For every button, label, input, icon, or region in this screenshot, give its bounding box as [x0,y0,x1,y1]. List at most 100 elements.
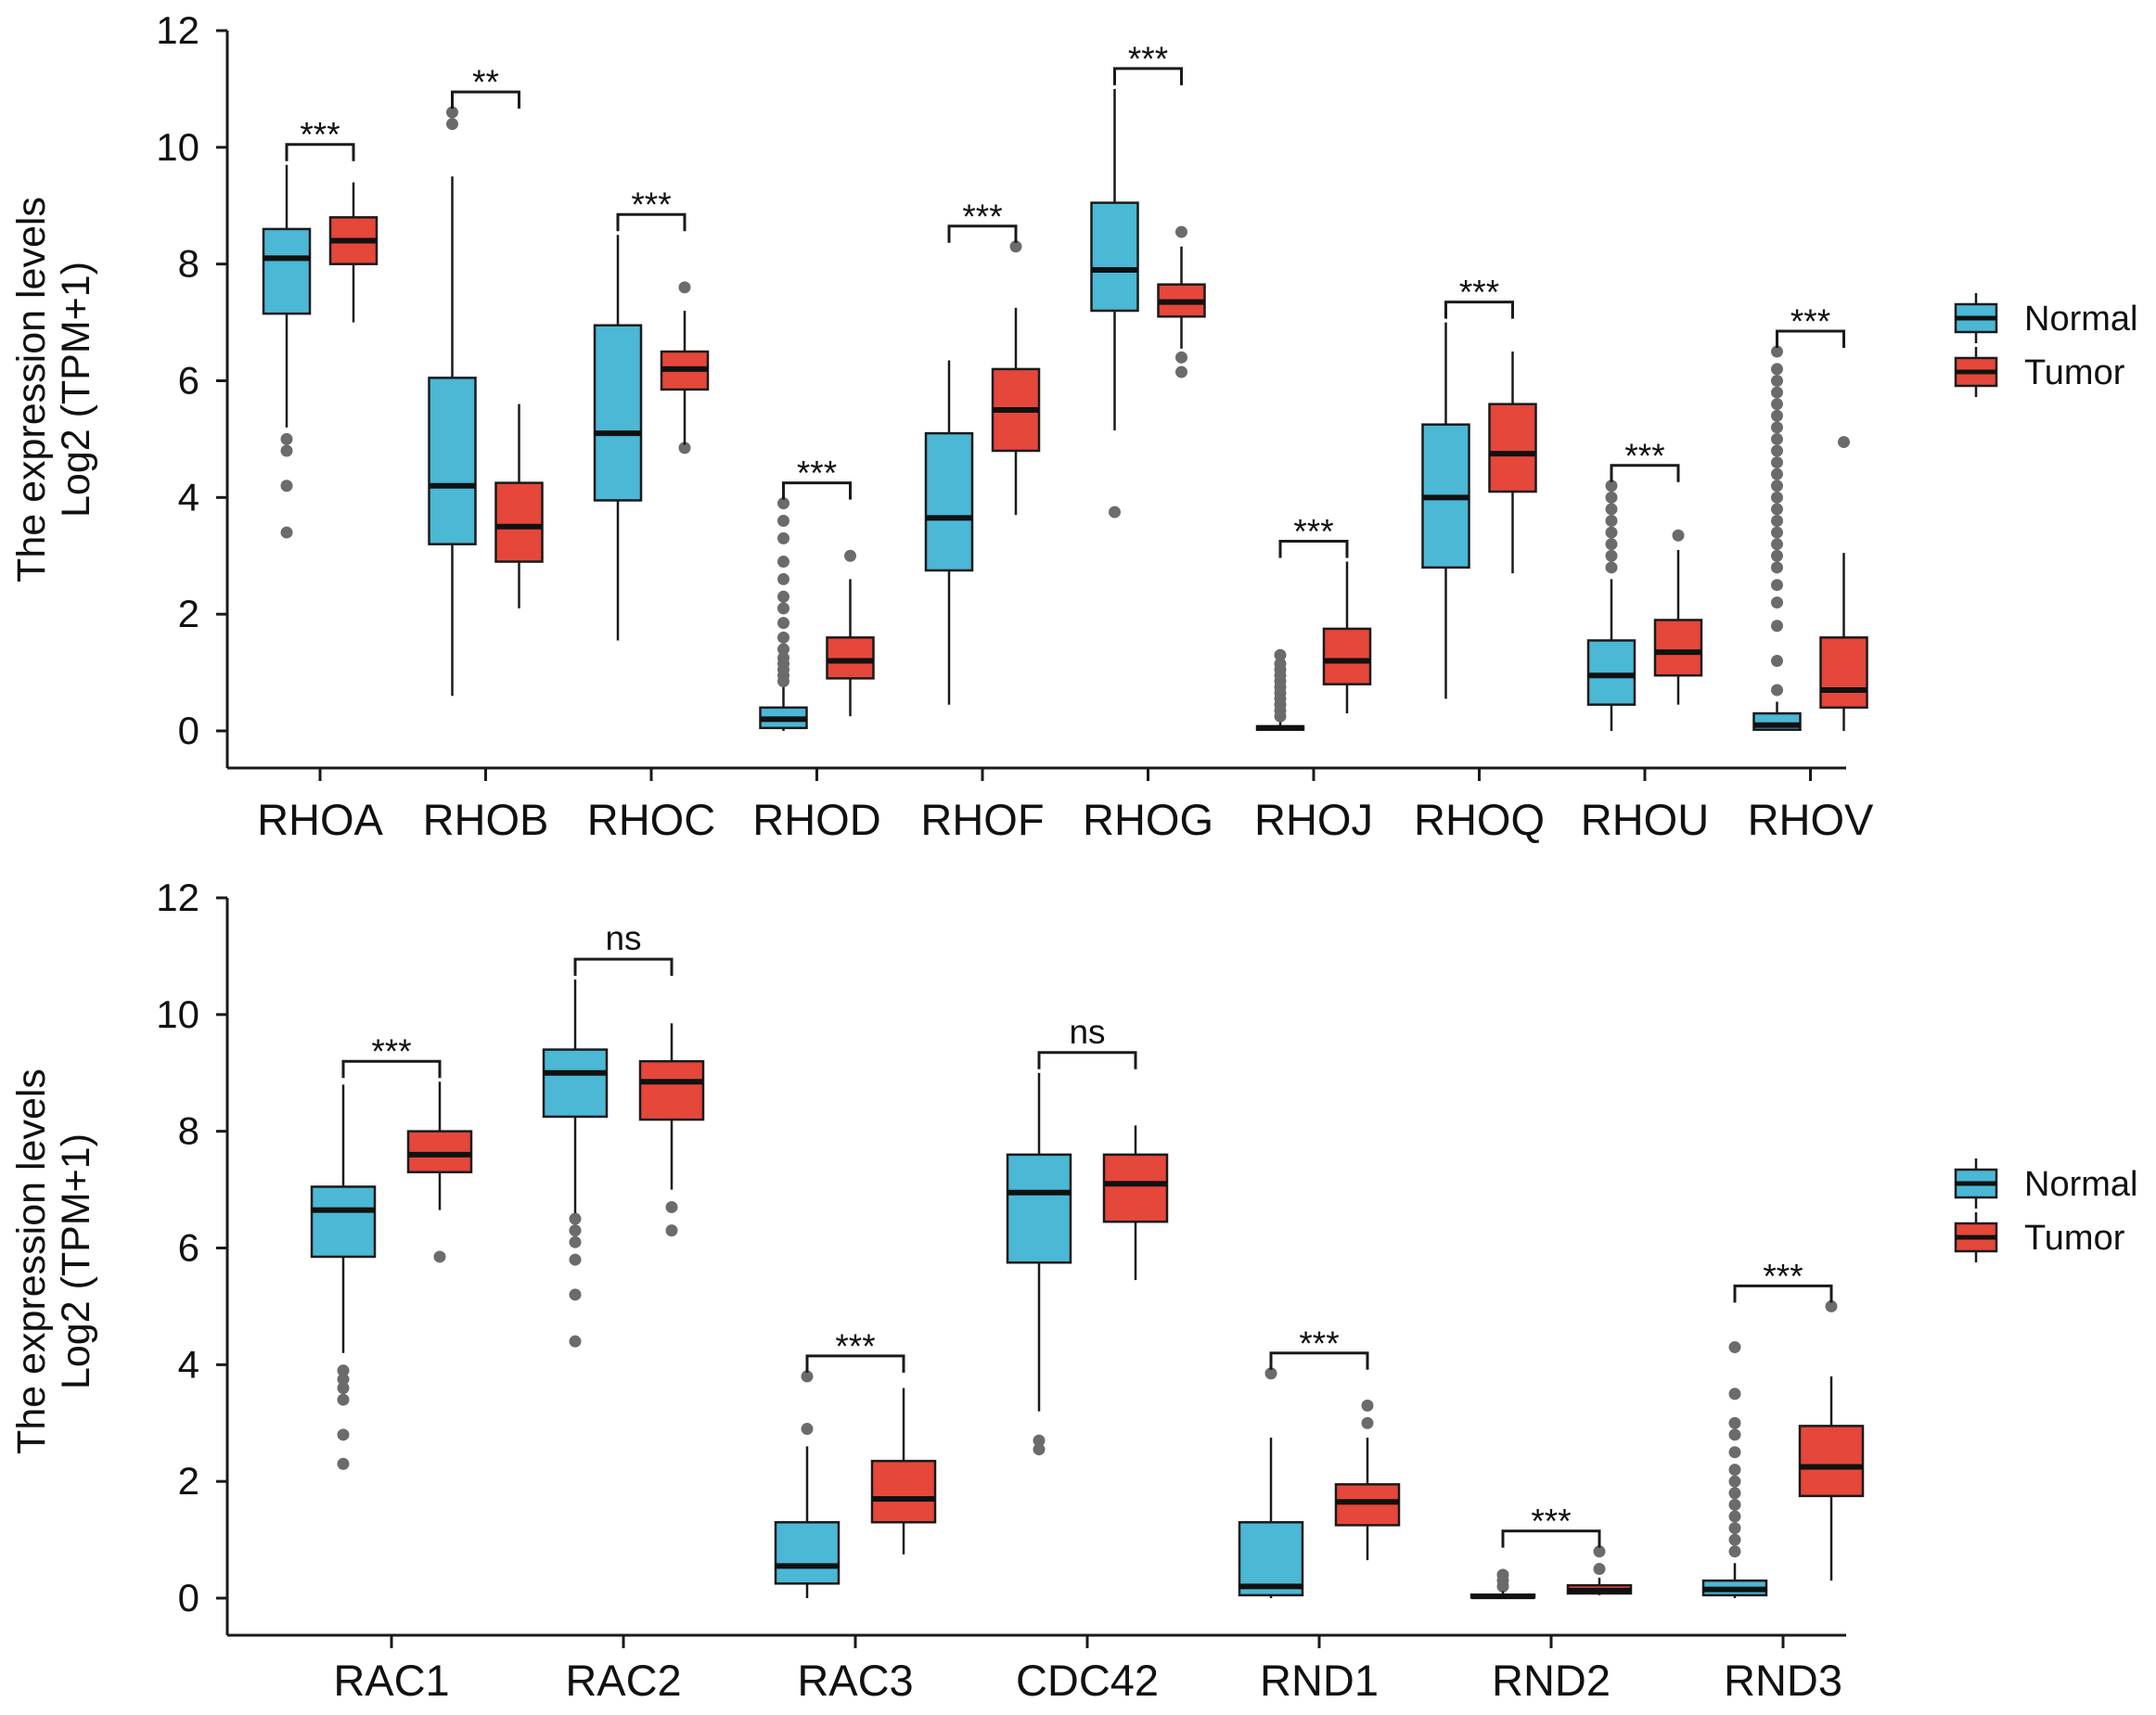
normal-outlier-point [1771,620,1783,633]
normal-outlier-point [1771,398,1783,411]
normal-outlier-point [801,1370,814,1383]
significance-bracket [616,212,687,232]
normal-box [1090,201,1139,313]
normal-box [428,377,477,545]
significance-bracket [805,1354,905,1373]
gene-label: RHOD [752,795,880,844]
y-tick-label: 0 [178,1576,199,1619]
normal-box [924,431,974,572]
normal-outlier-point [446,106,458,119]
normal-outlier-point [1109,506,1121,518]
y-tick-label: 8 [178,1109,199,1153]
gene-group-rhog: RHOG *** [1083,40,1213,844]
normal-outlier-point [1274,658,1287,671]
legend-label-normal: Normal [2024,300,2137,339]
normal-box [310,1185,377,1259]
y-tick-label: 2 [178,592,199,635]
normal-outlier-point [337,1364,350,1377]
gene-label: RHOB [423,795,549,844]
normal-outlier-point [337,1393,350,1406]
tumor-outlier-point [844,549,856,562]
normal-outlier-point [801,1423,814,1436]
significance-bracket [782,481,852,500]
gene-group-rac2: RAC2 ns [542,919,705,1705]
normal-outlier-point [1728,1388,1741,1401]
y-axis-title-line2: Log2 (TPM+1) [54,262,98,518]
normal-outlier-point [1771,655,1783,667]
y-tick-label: 0 [178,709,199,752]
normal-outlier-point [777,515,789,527]
gene-group-rhoa: RHOA *** [257,116,383,844]
normal-outlier-point [1771,503,1783,516]
normal-outlier-point [1771,456,1783,469]
normal-outlier-point [1728,1464,1741,1477]
significance-label: *** [1531,1503,1571,1541]
normal-outlier-point [1605,549,1618,562]
significance-label: *** [1624,437,1664,475]
normal-outlier-point [569,1253,582,1266]
gene-group-rnd2: RND2 *** [1469,1503,1633,1705]
normal-outlier-point [1771,345,1783,358]
significance-bracket [1113,67,1183,85]
normal-outlier-point [337,1382,350,1394]
normal-outlier-point [1771,432,1783,445]
normal-outlier-point [1728,1545,1741,1558]
tumor-box [1819,636,1868,710]
tumor-outlier-point [433,1250,446,1263]
normal-box [1586,639,1636,706]
tumor-outlier-point [1361,1416,1374,1429]
legend-label-tumor: Tumor [2024,353,2125,392]
normal-outlier-point [1605,538,1618,551]
significance-label: *** [1299,1325,1339,1363]
normal-box [1238,1520,1304,1597]
gene-label: RHOF [920,795,1044,844]
normal-outlier-point [1728,1428,1741,1441]
tumor-box [494,481,544,563]
legend-label-normal: Normal [2024,1165,2137,1204]
normal-outlier-point [1771,386,1783,399]
gene-label: RHOV [1748,795,1874,844]
normal-outlier-point [1033,1443,1046,1456]
significance-bracket [1269,1351,1369,1370]
tumor-outlier-point [1175,225,1187,238]
tumor-outlier-point [1838,436,1850,449]
tumor-outlier-point [1593,1563,1606,1576]
normal-outlier-point [1771,491,1783,504]
normal-outlier-point [777,531,789,544]
significance-label: ns [1069,1013,1105,1051]
significance-label: *** [631,186,671,224]
significance-label: *** [300,116,340,154]
significance-bracket [1037,1051,1137,1069]
normal-outlier-point [777,617,789,630]
tumor-box [1334,1483,1401,1527]
normal-outlier-point [280,480,293,493]
gene-label: RHOA [257,795,383,844]
normal-outlier-point [1771,480,1783,493]
normal-outlier-point [280,526,293,539]
y-tick-label: 4 [178,475,199,518]
normal-outlier-point [1771,561,1783,574]
significance-label: ** [472,63,499,101]
tumor-box [638,1059,705,1121]
y-tick-label: 6 [178,359,199,403]
significance-bracket [451,90,520,109]
normal-outlier-point [337,1373,350,1386]
normal-outlier-point [1771,375,1783,387]
significance-label: *** [1128,40,1168,78]
normal-outlier-point [1728,1487,1741,1500]
normal-outlier-point [777,590,789,603]
legend: Normal Tumor [1954,1158,2137,1262]
y-tick-label: 12 [156,8,199,52]
y-axis-title: The expression levelsLog2 (TPM+1) [9,197,98,582]
tumor-outlier-point [1009,240,1022,253]
tumor-outlier-point [678,281,691,294]
gene-label: RHOG [1083,795,1213,844]
gene-label: RND1 [1260,1656,1379,1705]
gene-label: RHOJ [1254,795,1373,844]
normal-outlier-point [1771,684,1783,697]
gene-label: CDC42 [1016,1656,1159,1705]
tumor-box [1488,403,1537,493]
normal-outlier-point [777,556,789,569]
normal-box [593,324,643,502]
normal-outlier-point [1728,1340,1741,1353]
